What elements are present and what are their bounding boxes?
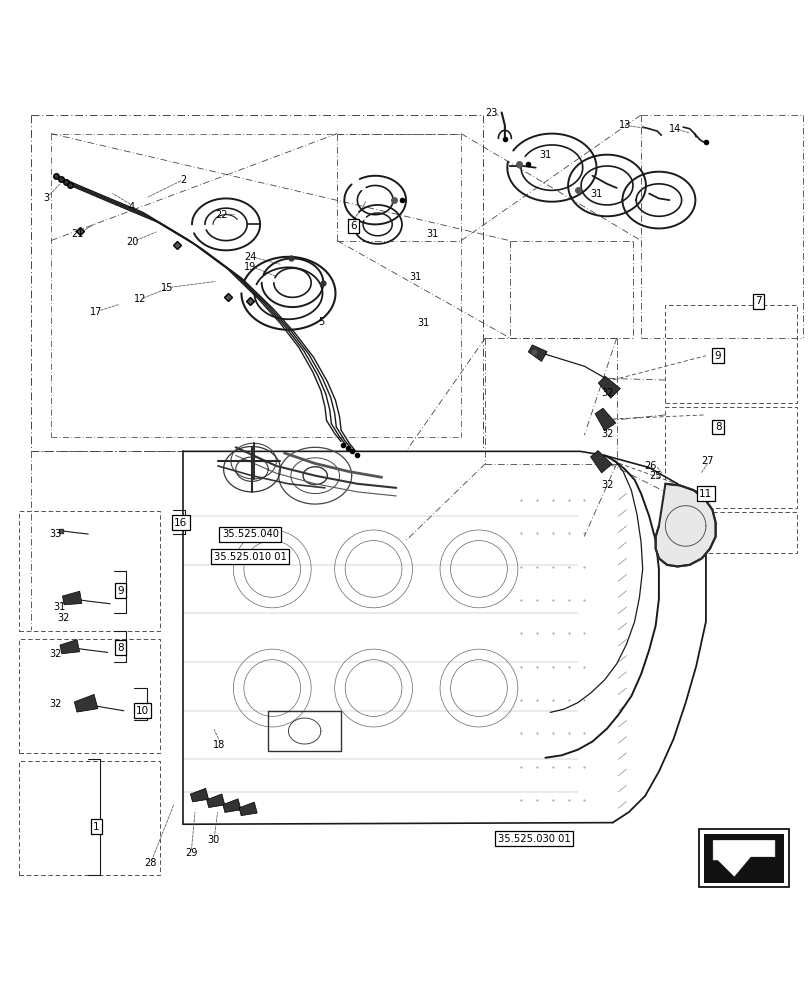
Text: 5: 5 [317,317,324,327]
Text: 15: 15 [161,283,173,293]
Text: 19: 19 [244,262,256,272]
Polygon shape [594,408,615,431]
Text: 31: 31 [425,229,437,239]
Text: 32: 32 [600,429,612,439]
Text: 3: 3 [43,193,49,203]
Text: 32: 32 [600,388,612,398]
Text: 28: 28 [144,858,157,868]
Text: 16: 16 [174,518,187,528]
Text: 21: 21 [71,229,84,239]
Text: 11: 11 [698,489,712,499]
Polygon shape [191,788,208,802]
Text: 35.525.030 01: 35.525.030 01 [497,834,570,844]
Text: 35.525.040: 35.525.040 [221,529,278,539]
Polygon shape [598,376,620,398]
Text: 31: 31 [590,189,602,199]
Polygon shape [703,834,783,883]
Text: 4: 4 [129,202,135,212]
Text: 24: 24 [244,252,256,262]
Text: 26: 26 [644,461,656,471]
Polygon shape [698,829,787,887]
Text: 30: 30 [207,835,219,845]
Text: 9: 9 [714,351,720,361]
Text: 6: 6 [350,221,356,231]
Text: 32: 32 [600,480,612,490]
Text: 27: 27 [701,456,713,466]
Text: 31: 31 [417,318,430,328]
Text: 8: 8 [118,643,124,653]
Text: 7: 7 [754,296,761,306]
Text: 10: 10 [135,706,149,716]
Text: 32: 32 [49,649,62,659]
Polygon shape [590,451,611,473]
Polygon shape [62,591,82,605]
Text: 35.525.010 01: 35.525.010 01 [213,552,286,562]
Text: 25: 25 [649,471,661,481]
Polygon shape [238,802,257,816]
Text: 2: 2 [180,175,186,185]
Text: 29: 29 [185,848,197,858]
Text: 22: 22 [215,210,227,220]
Text: 8: 8 [714,422,720,432]
Text: 31: 31 [53,602,65,612]
Polygon shape [654,484,714,566]
Text: 23: 23 [484,108,496,118]
Text: 31: 31 [539,150,551,160]
Polygon shape [712,840,774,876]
Polygon shape [74,694,98,712]
Text: 18: 18 [213,740,225,750]
Text: 32: 32 [58,613,70,623]
Text: 32: 32 [49,699,62,709]
Text: 33: 33 [49,529,62,539]
Text: 13: 13 [618,120,630,130]
Text: 17: 17 [90,307,102,317]
Text: 9: 9 [118,586,124,596]
Text: 14: 14 [668,124,680,134]
Text: 12: 12 [134,294,146,304]
Polygon shape [222,799,241,812]
Text: 20: 20 [126,237,138,247]
Polygon shape [60,640,79,654]
Polygon shape [528,345,547,361]
Text: 1: 1 [93,822,100,832]
Text: 31: 31 [409,272,422,282]
Polygon shape [206,794,225,808]
